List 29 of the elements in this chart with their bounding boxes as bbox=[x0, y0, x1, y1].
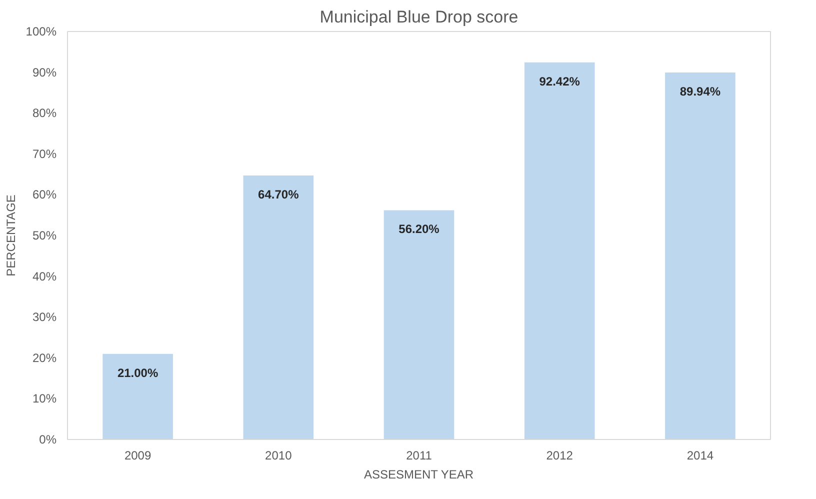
y-tick-label: 100% bbox=[26, 24, 57, 38]
data-label: 92.42% bbox=[539, 74, 580, 88]
x-axis-title: ASSESMENT YEAR bbox=[364, 468, 474, 482]
data-label: 21.00% bbox=[117, 366, 158, 380]
x-tick-label: 2009 bbox=[124, 448, 152, 462]
data-label: 89.94% bbox=[680, 84, 721, 99]
y-tick-label: 10% bbox=[32, 392, 57, 406]
bar bbox=[102, 354, 173, 440]
y-tick-label: 0% bbox=[39, 432, 57, 446]
data-label: 64.70% bbox=[258, 188, 300, 202]
y-tick-label: 60% bbox=[32, 188, 57, 202]
y-axis-title: PERCENTAGE bbox=[4, 194, 18, 276]
bar bbox=[243, 176, 314, 440]
x-tick-label: 2010 bbox=[265, 448, 292, 462]
x-tick-label: 2012 bbox=[546, 448, 574, 462]
y-tick-label: 90% bbox=[32, 65, 57, 80]
y-tick-label: 50% bbox=[32, 228, 57, 242]
chart-title: Municipal Blue Drop score bbox=[320, 8, 518, 26]
x-tick-label: 2014 bbox=[686, 448, 714, 462]
y-tick-label: 30% bbox=[32, 310, 57, 324]
y-tick-label: 40% bbox=[32, 269, 57, 284]
y-tick-label: 20% bbox=[32, 350, 57, 365]
y-tick-label: 80% bbox=[32, 106, 57, 120]
bar bbox=[665, 72, 736, 440]
data-label: 56.20% bbox=[398, 222, 440, 236]
bar bbox=[524, 62, 595, 440]
x-tick-label: 2011 bbox=[406, 448, 432, 462]
bar bbox=[384, 210, 454, 440]
y-tick-label: 70% bbox=[32, 146, 57, 161]
